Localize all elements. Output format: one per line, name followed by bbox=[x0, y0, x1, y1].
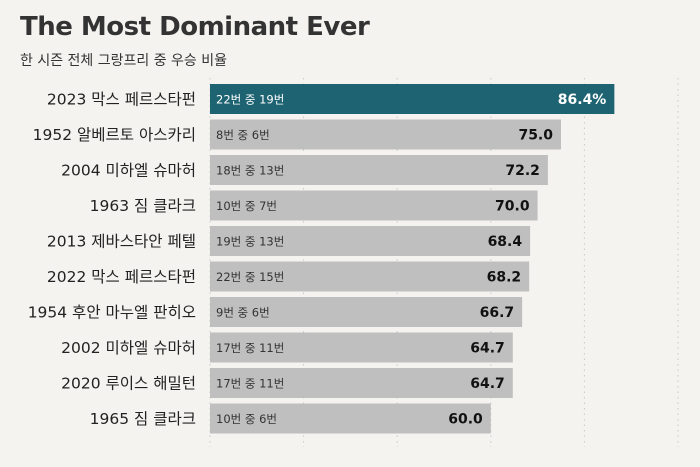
value-label: 68.4 bbox=[488, 234, 523, 250]
chart-title: The Most Dominant Ever bbox=[20, 12, 370, 42]
category-label: 1963 짐 클라크 bbox=[90, 197, 196, 215]
bar-label: 19번 중 13번 bbox=[216, 235, 284, 249]
category-label: 1954 후안 마누엘 판히오 bbox=[28, 304, 196, 322]
category-label: 2004 미하엘 슈마허 bbox=[61, 162, 196, 180]
category-label: 1965 짐 클라크 bbox=[90, 410, 196, 428]
bar-row: 1954 후안 마누엘 판히오 9번 중 6번 66.7 bbox=[28, 297, 523, 327]
bar-row: 2002 미하엘 슈마허 17번 중 11번 64.7 bbox=[61, 332, 513, 363]
bar-row: 2020 루이스 해밀턴 17번 중 11번 64.7 bbox=[61, 368, 513, 398]
bar-row: 2022 막스 페르스타펀 22번 중 15번 68.2 bbox=[47, 261, 530, 292]
bar-label: 8번 중 6번 bbox=[216, 128, 270, 142]
bar bbox=[210, 84, 615, 114]
category-label: 2020 루이스 해밀턴 bbox=[61, 375, 196, 393]
bar-label: 18번 중 13번 bbox=[216, 164, 284, 178]
value-label: 64.7 bbox=[470, 376, 505, 392]
bar-row: 1952 알베르토 아스카리 8번 중 6번 75.0 bbox=[33, 119, 561, 150]
bar bbox=[210, 332, 513, 363]
bar-row: 2023 막스 페르스타펀 22번 중 19번 86.4% bbox=[47, 84, 615, 114]
bar-label: 17번 중 11번 bbox=[216, 377, 284, 391]
bar-row: 2013 제바스타안 페텔 19번 중 13번 68.4 bbox=[47, 226, 531, 256]
bar-label: 22번 중 19번 bbox=[216, 93, 284, 107]
chart-subtitle: 한 시즌 전체 그랑프리 중 우승 비율 bbox=[20, 53, 228, 69]
bar bbox=[210, 368, 513, 398]
bar-label: 10번 중 6번 bbox=[216, 412, 277, 426]
value-label: 70.0 bbox=[495, 199, 530, 215]
value-label: 86.4% bbox=[558, 92, 607, 108]
category-label: 2023 막스 페르스타펀 bbox=[47, 91, 196, 109]
value-label: 68.2 bbox=[487, 270, 522, 286]
value-label: 66.7 bbox=[480, 305, 515, 321]
bar-label: 10번 중 7번 bbox=[216, 199, 277, 213]
category-label: 1952 알베르토 아스카리 bbox=[33, 126, 196, 144]
bar bbox=[210, 119, 561, 150]
bar bbox=[210, 403, 491, 434]
bar-label: 22번 중 15번 bbox=[216, 270, 284, 284]
bar bbox=[210, 261, 530, 292]
bar-row: 1963 짐 클라크 10번 중 7번 70.0 bbox=[90, 190, 538, 221]
category-label: 2002 미하엘 슈마허 bbox=[61, 339, 196, 357]
value-label: 75.0 bbox=[518, 128, 553, 144]
bar-row: 2004 미하엘 슈마허 18번 중 13번 72.2 bbox=[61, 155, 548, 185]
bar-label: 17번 중 11번 bbox=[216, 341, 284, 355]
bar bbox=[210, 190, 538, 221]
category-label: 2013 제바스타안 페텔 bbox=[47, 233, 196, 251]
value-label: 72.2 bbox=[505, 163, 540, 179]
value-label: 60.0 bbox=[448, 412, 483, 428]
bar-row: 1965 짐 클라크 10번 중 6번 60.0 bbox=[90, 403, 491, 434]
bar-label: 9번 중 6번 bbox=[216, 306, 270, 320]
bar bbox=[210, 155, 548, 185]
category-label: 2022 막스 페르스타펀 bbox=[47, 268, 196, 286]
bars: 2023 막스 페르스타펀 22번 중 19번 86.4% 1952 알베르토 아스카… bbox=[28, 84, 615, 434]
value-label: 64.7 bbox=[470, 341, 505, 357]
bar bbox=[210, 297, 523, 327]
bar bbox=[210, 226, 531, 256]
